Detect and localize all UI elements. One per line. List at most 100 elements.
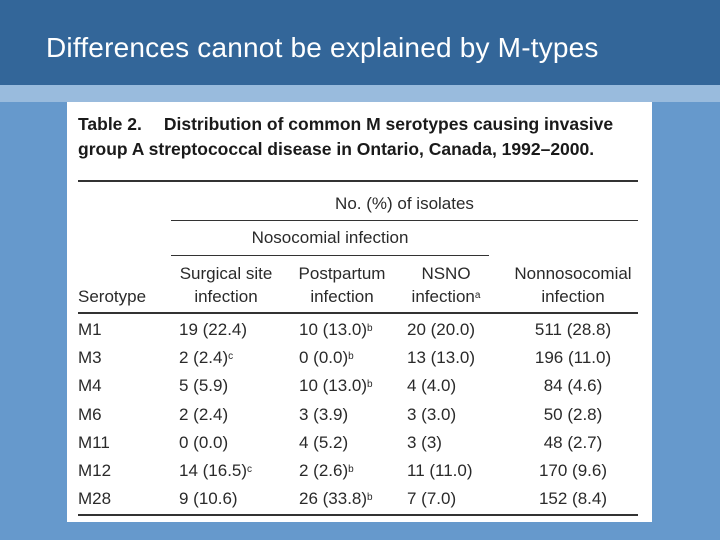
- table-caption-text: Distribution of common M serotypes causi…: [78, 114, 614, 159]
- cell-value: 196 (11.0): [534, 348, 612, 368]
- column-header-postpartum-line2: infection: [310, 287, 374, 306]
- table-label: Table 2.: [78, 114, 142, 134]
- cell-value: 20 (20.0): [407, 320, 476, 339]
- table-cell-nonnosocomial: 152 (8.4): [503, 489, 643, 509]
- spanner-rule: [171, 220, 638, 222]
- table-cell-nsno: 20 (20.0): [407, 320, 493, 340]
- table-cell-nonnosocomial: 84 (4.6): [503, 376, 643, 396]
- cell-value: 0 (0.0): [299, 348, 349, 368]
- header-rule: [78, 312, 638, 314]
- cell-value: M11: [78, 432, 110, 452]
- spanner-header: No. (%) of isolates: [335, 194, 474, 213]
- table-cell-surgical: 9 (10.6): [179, 489, 289, 509]
- cell-value: M1: [78, 320, 102, 339]
- title-bar: Differences cannot be explained by M-typ…: [0, 0, 720, 85]
- column-header-postpartum-line1: Postpartum: [298, 264, 386, 283]
- table-cell-nsno: 13 (13.0): [407, 348, 493, 368]
- table-body: M1 19 (22.4) 10 (13.0)b 20 (20.0) 511 (28.8)…: [67, 102, 652, 522]
- cell-value: M12: [78, 461, 112, 480]
- table-cell-surgical: 0 (0.0): [179, 433, 289, 453]
- footnote-marker: c: [228, 351, 234, 363]
- cell-value: 11 (11.0): [407, 461, 473, 480]
- table-cell-serotype: M11: [78, 433, 158, 453]
- cell-value: 3 (3.0): [407, 404, 457, 424]
- table-cell-postpartum: 26 (33.8)b: [299, 489, 409, 509]
- accent-strip: [0, 85, 720, 102]
- group-rule: [171, 255, 489, 257]
- footnote-marker: a: [474, 290, 481, 301]
- table-cell-postpartum: 3 (3.9): [299, 405, 409, 425]
- table-cell-postpartum: 4 (5.2): [299, 433, 409, 453]
- table-cell-nonnosocomial: 50 (2.8): [503, 405, 643, 425]
- table-cell-surgical: 2 (2.4)c: [179, 348, 289, 368]
- cell-value: 511 (28.8): [534, 320, 612, 339]
- cell-value: 152 (8.4): [538, 489, 608, 509]
- cell-value: 4 (4.0): [407, 376, 457, 396]
- slide-title: Differences cannot be explained by M-typ…: [46, 32, 599, 63]
- footnote-marker: b: [367, 492, 373, 504]
- cell-value: 10 (13.0): [299, 376, 368, 396]
- cell-value: 9 (10.6): [179, 489, 238, 509]
- cell-value: 4 (5.2): [299, 432, 349, 452]
- table-cell-surgical: 5 (5.9): [179, 376, 289, 396]
- cell-value: 2 (2.6): [299, 461, 349, 480]
- footnote-marker: b: [348, 351, 354, 363]
- column-header-nsno: NSNO infectiona: [403, 262, 489, 308]
- table-cell-serotype: M4: [78, 376, 158, 396]
- cell-value: 3 (3): [407, 432, 442, 452]
- table-cell-nonnosocomial: 170 (9.6): [503, 461, 643, 481]
- table-cell-serotype: M12: [78, 461, 158, 481]
- column-header-nsno-line1: NSNO: [421, 264, 471, 283]
- cell-value: 170 (9.6): [538, 461, 608, 480]
- column-header-surgical-line2: infection: [194, 287, 258, 306]
- cell-value: M6: [78, 404, 102, 424]
- cell-value: 14 (16.5): [179, 461, 248, 480]
- cell-value: 3 (3.9): [299, 404, 349, 424]
- table-cell-nsno: 4 (4.0): [407, 376, 493, 396]
- table-cell-nsno: 11 (11.0): [407, 461, 493, 481]
- table-cell-nonnosocomial: 511 (28.8): [503, 320, 643, 340]
- table-cell-postpartum: 0 (0.0)b: [299, 348, 409, 368]
- table-cell-nonnosocomial: 196 (11.0): [503, 348, 643, 368]
- column-header-surgical: Surgical site infection: [171, 262, 281, 308]
- table-caption: Table 2. Distribution of common M serotyp…: [78, 112, 638, 162]
- column-header-nsno-line2: infection: [411, 287, 475, 306]
- cell-value: 19 (22.4): [179, 320, 248, 339]
- cell-value: 48 (2.7): [543, 432, 603, 452]
- footnote-marker: b: [367, 323, 373, 334]
- cell-value: M3: [78, 348, 102, 368]
- cell-value: 2 (2.4): [179, 348, 229, 368]
- footnote-marker: b: [348, 464, 354, 475]
- column-header-nsno-line2-wrap: infectiona: [403, 285, 489, 308]
- cell-value: 2 (2.4): [179, 404, 229, 424]
- table-cell-surgical: 19 (22.4): [179, 320, 289, 340]
- table-cell-serotype: M1: [78, 320, 158, 340]
- cell-value: 0 (0.0): [179, 432, 229, 452]
- footnote-marker: b: [367, 379, 373, 391]
- cell-value: 7 (7.0): [407, 489, 457, 509]
- table-cell-nsno: 3 (3.0): [407, 405, 493, 425]
- table-cell-nsno: 7 (7.0): [407, 489, 493, 509]
- column-header-serotype: Serotype: [78, 287, 147, 306]
- footnote-marker: c: [247, 464, 253, 475]
- column-header-postpartum: Postpartum infection: [289, 262, 395, 308]
- table-cell-serotype: M3: [78, 348, 158, 368]
- cell-value: 10 (13.0): [299, 320, 368, 339]
- top-rule: [78, 180, 638, 182]
- table-cell-postpartum: 2 (2.6)b: [299, 461, 409, 481]
- cell-value: 84 (4.6): [543, 376, 603, 396]
- column-header-nonnosocomial-line1: Nonnosocomial: [514, 264, 632, 283]
- table-cell-surgical: 2 (2.4): [179, 405, 289, 425]
- cell-value: 13 (13.0): [407, 348, 476, 368]
- table-cell-serotype: M6: [78, 405, 158, 425]
- cell-value: 26 (33.8): [299, 489, 368, 509]
- column-header-nonnosocomial-line2: infection: [541, 287, 605, 306]
- group-header: Nosocomial infection: [251, 228, 409, 247]
- column-header-nonnosocomial: Nonnosocomial infection: [503, 262, 643, 308]
- cell-value: 5 (5.9): [179, 376, 229, 396]
- bottom-rule: [78, 514, 638, 516]
- cell-value: 50 (2.8): [543, 404, 603, 424]
- table-image-panel: Table 2. Distribution of common M serotyp…: [67, 102, 652, 522]
- cell-value: M28: [78, 489, 112, 509]
- table-cell-postpartum: 10 (13.0)b: [299, 376, 409, 396]
